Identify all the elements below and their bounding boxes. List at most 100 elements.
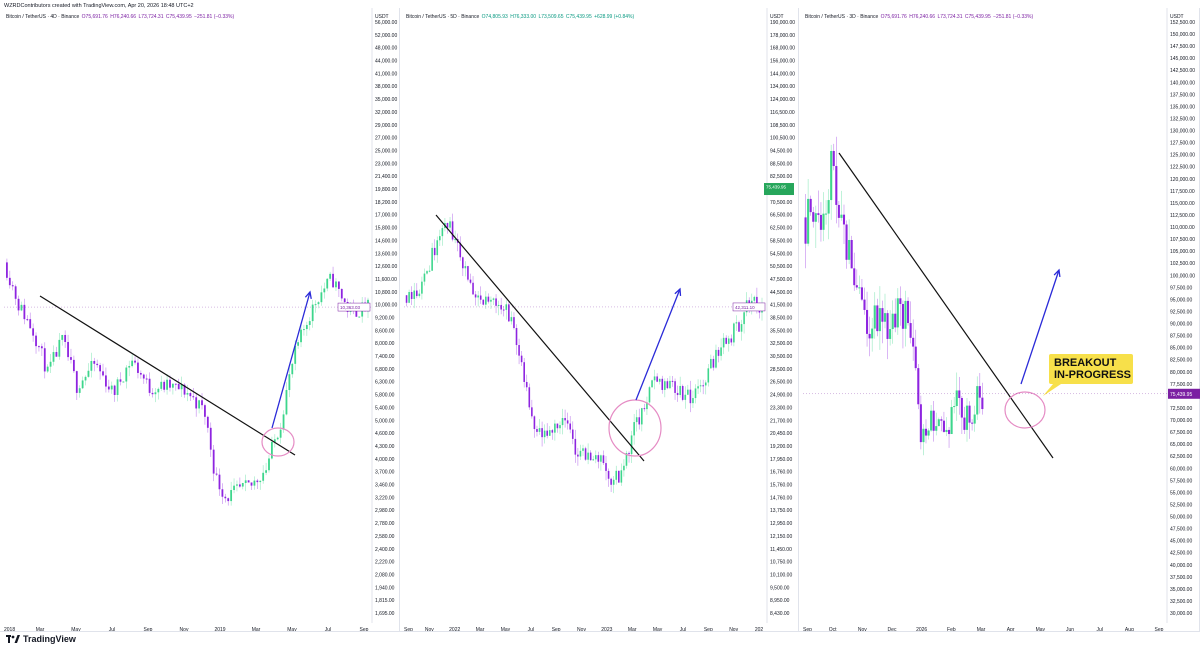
- candle-body[interactable]: [428, 270, 431, 272]
- candle-body[interactable]: [538, 428, 541, 432]
- candle-body[interactable]: [853, 268, 856, 286]
- candle-body[interactable]: [288, 374, 291, 391]
- candle-body[interactable]: [413, 290, 416, 299]
- candle-body[interactable]: [942, 420, 945, 432]
- candle-body[interactable]: [441, 228, 444, 237]
- candle-body[interactable]: [687, 389, 689, 395]
- candle-body[interactable]: [894, 313, 897, 328]
- candle-body[interactable]: [492, 298, 495, 300]
- candle-body[interactable]: [201, 400, 203, 406]
- candle-body[interactable]: [955, 390, 958, 407]
- candle-body[interactable]: [584, 448, 587, 460]
- candle-body[interactable]: [490, 299, 492, 302]
- candle-body[interactable]: [704, 382, 707, 386]
- candle-body[interactable]: [250, 482, 253, 486]
- trendline[interactable]: [435, 214, 645, 462]
- candle-body[interactable]: [131, 360, 134, 367]
- candle-body[interactable]: [541, 428, 543, 438]
- candle-body[interactable]: [273, 439, 276, 442]
- candle-body[interactable]: [93, 360, 96, 364]
- candle-body[interactable]: [602, 455, 605, 464]
- candle-body[interactable]: [855, 285, 858, 288]
- candle-body[interactable]: [20, 304, 23, 311]
- candle-body[interactable]: [681, 385, 684, 400]
- candle-body[interactable]: [945, 429, 948, 432]
- candle-body[interactable]: [102, 371, 104, 376]
- candle-body[interactable]: [664, 381, 666, 390]
- candle-body[interactable]: [571, 429, 574, 439]
- candle-body[interactable]: [858, 287, 861, 289]
- candle-body[interactable]: [467, 266, 469, 280]
- candle-body[interactable]: [904, 300, 907, 329]
- candle-body[interactable]: [582, 448, 584, 451]
- candle-body[interactable]: [32, 328, 35, 336]
- candle-body[interactable]: [523, 362, 525, 382]
- candle-body[interactable]: [29, 319, 32, 329]
- candle-body[interactable]: [8, 277, 11, 286]
- candle-body[interactable]: [873, 305, 876, 329]
- trendline[interactable]: [39, 295, 296, 456]
- candle-body[interactable]: [615, 470, 618, 480]
- candle-body[interactable]: [134, 360, 136, 363]
- candle-body[interactable]: [157, 388, 160, 393]
- candle-body[interactable]: [566, 420, 569, 424]
- candle-body[interactable]: [692, 398, 694, 404]
- candle-body[interactable]: [268, 458, 270, 471]
- candle-body[interactable]: [618, 470, 620, 483]
- candle-body[interactable]: [139, 372, 142, 375]
- candle-body[interactable]: [653, 376, 656, 381]
- candle-body[interactable]: [909, 323, 912, 338]
- candle-body[interactable]: [105, 375, 107, 387]
- candle-body[interactable]: [710, 358, 712, 369]
- candle-body[interactable]: [218, 474, 221, 490]
- candle-body[interactable]: [901, 303, 904, 329]
- candle-body[interactable]: [607, 470, 610, 479]
- candle-body[interactable]: [520, 355, 523, 363]
- candle-body[interactable]: [454, 239, 456, 241]
- candle-body[interactable]: [323, 288, 326, 293]
- candle-body[interactable]: [58, 339, 61, 357]
- candle-body[interactable]: [90, 360, 93, 371]
- candle-body[interactable]: [889, 329, 892, 339]
- candle-body[interactable]: [11, 285, 14, 287]
- candle-body[interactable]: [679, 385, 681, 396]
- candle-body[interactable]: [285, 390, 288, 415]
- candle-body[interactable]: [817, 213, 820, 215]
- candle-body[interactable]: [866, 309, 869, 334]
- candle-body[interactable]: [204, 405, 206, 417]
- candle-body[interactable]: [878, 308, 881, 332]
- candle-body[interactable]: [919, 404, 922, 443]
- candle-body[interactable]: [17, 298, 20, 311]
- candle-body[interactable]: [99, 365, 101, 372]
- candle-body[interactable]: [684, 394, 687, 400]
- candle-body[interactable]: [189, 393, 192, 397]
- candle-body[interactable]: [633, 422, 635, 436]
- candle-body[interactable]: [265, 470, 267, 473]
- candle-body[interactable]: [192, 396, 195, 398]
- candle-body[interactable]: [276, 437, 279, 440]
- chart-panel-3d[interactable]: USDT 152,500.00 150,000.00 147,500.00 145,00…: [799, 8, 1200, 631]
- candle-body[interactable]: [116, 379, 119, 395]
- candle-body[interactable]: [822, 213, 825, 230]
- candle-body[interactable]: [55, 352, 58, 357]
- candle-body[interactable]: [743, 312, 745, 325]
- candle-body[interactable]: [508, 304, 510, 322]
- candle-body[interactable]: [462, 257, 464, 269]
- candle-body[interactable]: [666, 381, 669, 389]
- candle-body[interactable]: [515, 328, 518, 346]
- candle-body[interactable]: [148, 378, 151, 393]
- chart-panel-4d[interactable]: USDT 56,000.00 52,000.00 48,000.00 44,000.00…: [0, 8, 400, 631]
- candle-body[interactable]: [449, 221, 451, 228]
- candle-body[interactable]: [137, 362, 139, 373]
- candle-body[interactable]: [282, 414, 285, 430]
- candle-body[interactable]: [209, 427, 212, 450]
- candle-body[interactable]: [343, 298, 346, 302]
- candle-body[interactable]: [589, 452, 592, 461]
- candle-body[interactable]: [694, 388, 697, 399]
- candle-body[interactable]: [180, 384, 183, 390]
- candle-body[interactable]: [840, 214, 843, 218]
- candle-body[interactable]: [860, 287, 863, 300]
- candle-body[interactable]: [863, 299, 866, 310]
